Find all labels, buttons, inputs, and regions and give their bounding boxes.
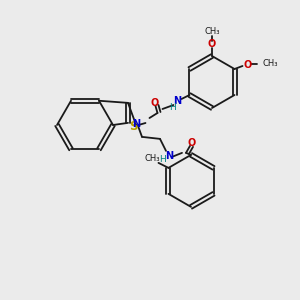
Text: N: N <box>132 119 140 129</box>
Text: CH₃: CH₃ <box>204 28 220 37</box>
Text: CH₃: CH₃ <box>145 154 160 164</box>
Text: O: O <box>188 138 196 148</box>
Text: N: N <box>165 151 173 161</box>
Text: S: S <box>129 121 138 134</box>
Text: O: O <box>150 98 159 108</box>
Text: H: H <box>159 155 165 164</box>
Text: CH₃: CH₃ <box>262 59 278 68</box>
Text: N: N <box>173 96 181 106</box>
Text: O: O <box>208 39 216 49</box>
Text: O: O <box>243 60 252 70</box>
Text: H: H <box>169 103 176 112</box>
